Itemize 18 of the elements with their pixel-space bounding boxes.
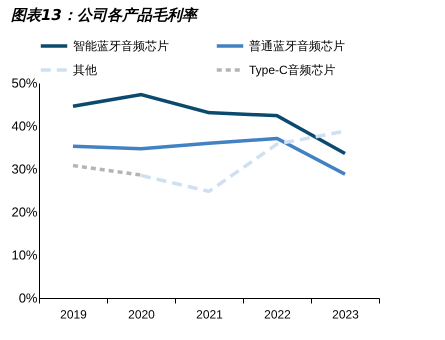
legend-label: 智能蓝牙音频芯片 [73,39,169,53]
y-tick-label: 0% [18,290,38,306]
y-tick-label: 20% [11,204,38,220]
x-tick-label: 2021 [196,308,224,322]
legend-label: 普通蓝牙音频芯片 [249,39,345,53]
y-tick-label: 10% [11,248,38,262]
y-tick-label: 30% [11,162,38,176]
y-tick-label: 50% [11,76,38,90]
x-tick-label: 2022 [264,308,292,322]
y-tick-label: 40% [11,118,38,134]
chart-title: 图表13：公司各产品毛利率 [10,6,199,24]
line-series [71,92,347,156]
legend-label: 其他 [73,63,97,77]
x-tick-label: 2020 [128,308,156,322]
line-series [71,136,347,176]
x-tick-label: 2023 [332,308,360,322]
x-tick-label: 2019 [60,308,88,322]
legend-label: Type-C音频芯片 [249,63,336,77]
